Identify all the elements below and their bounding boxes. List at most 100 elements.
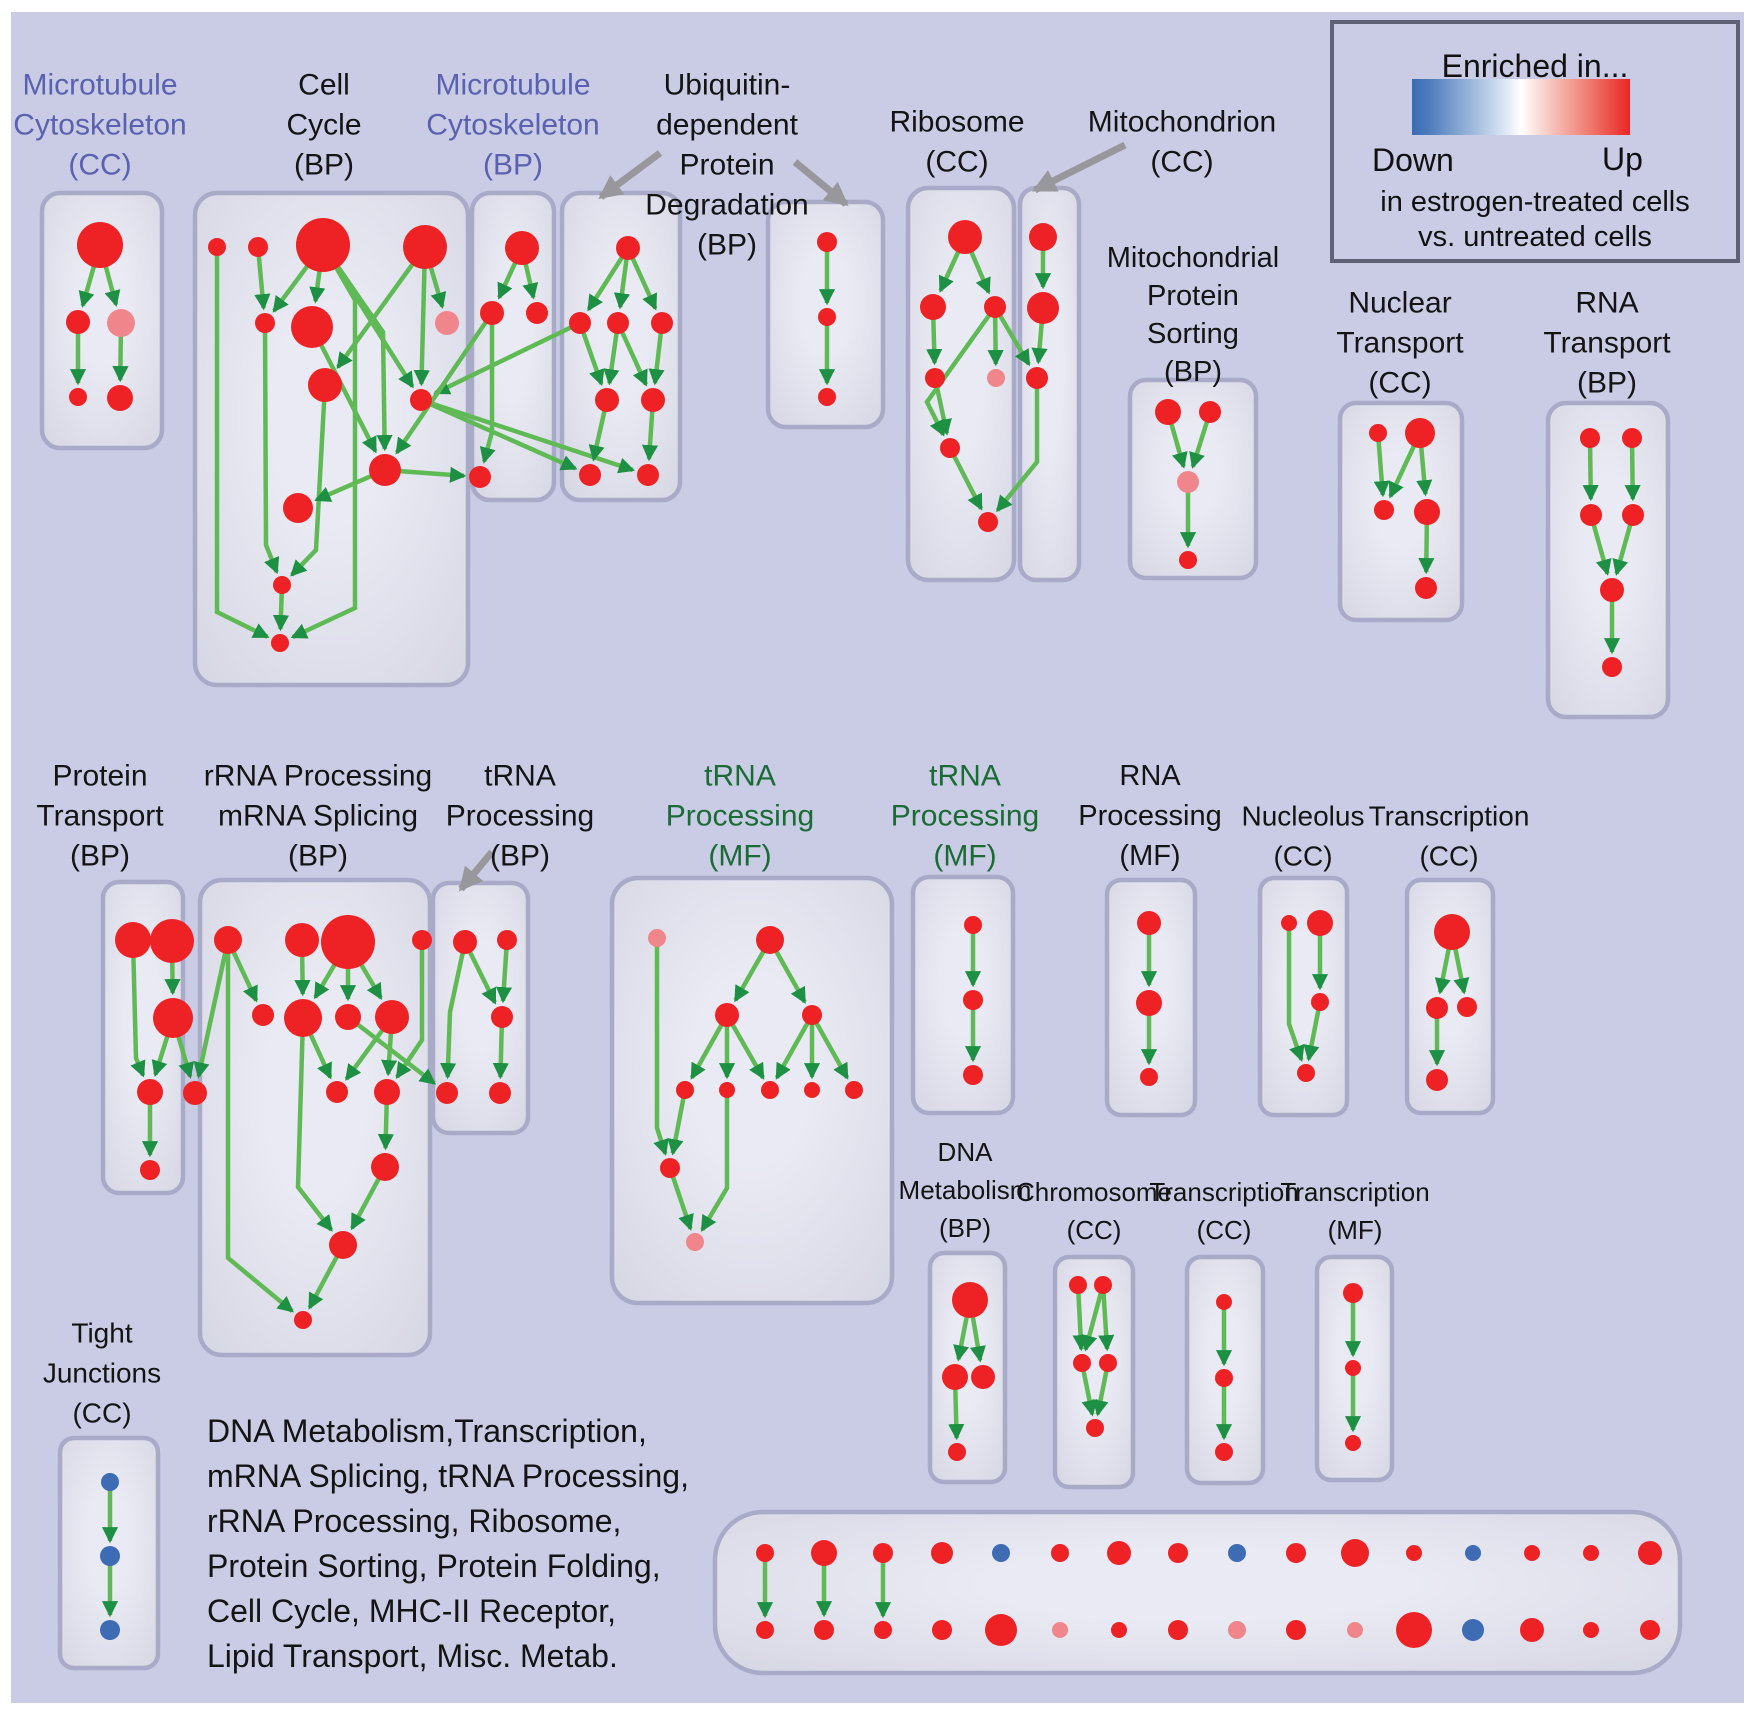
relation-edge — [667, 1089, 688, 1156]
go-term-node-tc1_ml — [1426, 997, 1448, 1019]
relation-edge — [413, 246, 430, 387]
go-term-node-ch_mr — [1099, 1354, 1117, 1372]
go-term-node-rt_c — [1600, 578, 1624, 602]
go-term-node-rr_a3 — [321, 915, 375, 969]
go-term-node-t2_1 — [964, 916, 982, 934]
go-term-node-nt_tl — [1369, 424, 1387, 442]
go-term-node-tm_2 — [1345, 1360, 1361, 1376]
relation-edge — [774, 1013, 814, 1080]
cluster-label-nuclear-transport-cc: (CC) — [1368, 367, 1431, 400]
go-term-node-mcc_ml — [66, 310, 90, 334]
go-term-node-pt_c2 — [183, 1081, 207, 1105]
cluster-label-ribosome-cc: (CC) — [925, 146, 988, 179]
relation-edge — [667, 1167, 694, 1231]
cluster-label-ubiquitin-bp: Degradation — [645, 189, 808, 222]
label-pointer-arrow — [458, 849, 495, 892]
go-term-node-mcc_p — [107, 309, 135, 337]
go-term-node-u2_2 — [818, 308, 836, 326]
cluster-label-microtubule-cc: (CC) — [68, 149, 131, 182]
cluster-label-ubiquitin-bp: Ubiquitin- — [664, 69, 791, 102]
go-term-node-u1_ml — [569, 312, 591, 334]
go-term-node-ms_p — [1177, 471, 1199, 493]
go-term-node-s5t — [992, 1544, 1010, 1562]
go-term-node-s5b — [985, 1614, 1017, 1646]
go-term-node-cc_m — [271, 634, 289, 652]
go-term-node-tb_m — [491, 1006, 513, 1028]
cluster-label-ubiquitin-bp: (BP) — [697, 229, 757, 262]
misc-category-note: DNA Metabolism,Transcription, mRNA Splici… — [207, 1413, 689, 1674]
cluster-label-cell-cycle: (BP) — [294, 149, 354, 182]
go-term-node-s11t — [1341, 1539, 1369, 1567]
cluster-label-rna-processing-mf: (MF) — [1119, 840, 1180, 872]
cluster-label-nuclear-transport-cc: Nuclear — [1348, 287, 1451, 320]
cluster-label-microtubule-cc: Microtubule — [22, 69, 177, 102]
go-term-node-s9b — [1228, 1621, 1246, 1639]
go-term-node-ch_tr — [1094, 1276, 1112, 1294]
cluster-label-cell-cycle: Cell — [298, 69, 350, 102]
relation-edge — [225, 940, 294, 1313]
cluster-label-rrna-mrna-bp: mRNA Splicing — [218, 800, 418, 833]
go-term-node-s1t — [756, 1544, 774, 1562]
go-term-node-tc2_1 — [1216, 1294, 1232, 1310]
go-term-node-rb_mr — [984, 296, 1006, 318]
cluster-label-mito-protein-sorting-bp: Sorting — [1147, 318, 1239, 350]
cluster-box-summary-strip — [712, 1509, 1683, 1676]
go-term-node-mi_2 — [1027, 292, 1059, 324]
go-term-node-cc_e — [255, 313, 275, 333]
cluster-label-trna-processing-mf-2: (MF) — [933, 840, 996, 873]
cluster-label-rna-processing-mf: Processing — [1078, 800, 1221, 832]
cluster-label-trna-processing-mf-2: Processing — [891, 800, 1039, 833]
relation-edge — [1098, 1284, 1115, 1352]
relation-edge — [394, 311, 494, 455]
go-term-node-rr_a4 — [412, 930, 432, 950]
go-term-node-rt_tl — [1580, 428, 1600, 448]
cluster-label-chromosome-cc: (CC) — [1067, 1215, 1122, 1245]
relation-edge — [433, 320, 581, 396]
go-term-node-t1_ll — [660, 1158, 680, 1178]
go-term-node-cc_j — [369, 454, 401, 486]
go-term-node-t1_r5 — [845, 1081, 863, 1099]
relation-edge — [290, 384, 328, 577]
go-term-node-s13t — [1465, 1545, 1481, 1561]
go-term-node-t1_r4 — [804, 1082, 820, 1098]
go-term-node-rr_a1 — [214, 926, 242, 954]
misc-category-note-line: Cell Cycle, MHC-II Receptor, — [207, 1593, 616, 1629]
go-term-node-rb_ml — [920, 294, 946, 320]
go-term-node-pt_b — [140, 1160, 160, 1180]
cluster-label-mitochondrion-cc: Mitochondrion — [1088, 106, 1276, 139]
go-term-node-s4b — [932, 1620, 952, 1640]
go-term-node-tm_1 — [1343, 1283, 1363, 1303]
cluster-label-trna-processing-mf-2: tRNA — [929, 760, 1001, 793]
relation-edge — [395, 940, 425, 1079]
label-pointer-arrow — [1032, 141, 1127, 194]
go-term-node-mt_ml — [480, 301, 504, 325]
relation-edge — [615, 322, 649, 387]
go-term-node-cc_f — [291, 306, 333, 348]
misc-category-note-line: rRNA Processing, Ribosome, — [207, 1503, 621, 1539]
go-term-node-rb_t — [948, 220, 982, 254]
go-term-node-s12b — [1396, 1612, 1432, 1648]
go-term-node-mcc_t — [77, 222, 123, 268]
go-term-node-s9t — [1228, 1544, 1246, 1562]
relation-edge — [254, 246, 271, 311]
network-edges — [69, 236, 1641, 1619]
cluster-label-trna-processing-bp: Processing — [446, 800, 594, 833]
relation-edge — [810, 1013, 850, 1080]
go-term-node-rr_c1 — [326, 1081, 348, 1103]
label-pointer-arrow — [792, 159, 849, 207]
go-term-node-cc_k — [283, 493, 313, 523]
relation-edge — [290, 243, 358, 640]
cluster-label-rrna-mrna-bp: (BP) — [288, 840, 348, 873]
go-term-node-u1_c2 — [641, 388, 665, 412]
cluster-label-dna-metabolism-bp: DNA — [938, 1137, 994, 1167]
go-term-node-ms_1 — [1155, 399, 1181, 425]
cluster-label-transcription-mf: (MF) — [1328, 1215, 1383, 1245]
go-term-node-ms_b — [1179, 551, 1197, 569]
go-term-node-cc_l — [273, 576, 291, 594]
cluster-label-transcription-mf: Transcription — [1280, 1177, 1429, 1207]
cluster-box-trna-mf-2 — [910, 874, 1016, 1116]
go-term-node-dm_ml — [942, 1364, 968, 1390]
go-term-node-tb_tr — [497, 930, 517, 950]
cluster-label-mito-protein-sorting-bp: Protein — [1147, 280, 1239, 312]
cluster-label-tight-junctions-cc: (CC) — [72, 1398, 131, 1429]
